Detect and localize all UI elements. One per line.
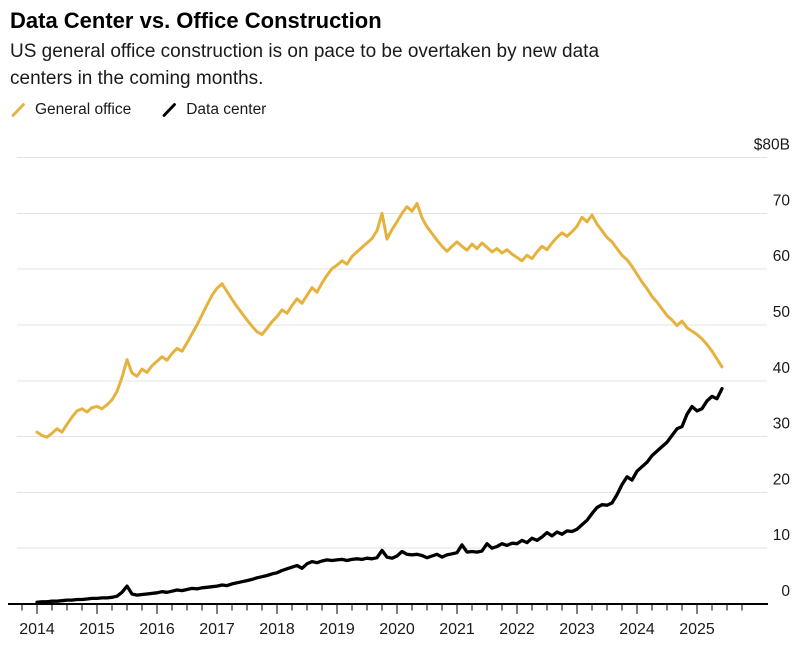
general-office-line — [35, 201, 724, 439]
x-tick-label: 2023 — [559, 621, 595, 638]
subtitle-line-1: US general office construction is on pac… — [10, 41, 600, 62]
subtitle-line-2: centers in the coming months. — [10, 68, 264, 89]
x-tick-label: 2024 — [619, 621, 655, 638]
page-title: Data Center vs. Office Construction — [10, 8, 382, 33]
x-tick-label: 2019 — [319, 621, 355, 638]
data-center-line — [35, 386, 724, 604]
x-tick-label: 2014 — [19, 621, 55, 638]
y-tick-label: 0 — [781, 583, 790, 600]
x-tick-label: 2021 — [439, 621, 475, 638]
x-axis-labels: 2014 2015 2016 2017 2018 2019 2020 2021 2022 2023… — [19, 621, 715, 638]
y-tick-label: 60 — [773, 248, 791, 265]
y-tick-label: 40 — [773, 360, 791, 377]
y-tick-label: 30 — [773, 416, 791, 433]
y-tick-label: 70 — [773, 192, 791, 209]
x-tick-label: 2018 — [259, 621, 295, 638]
y-tick-label: 20 — [773, 471, 791, 488]
data-center-swatch-icon — [162, 103, 177, 117]
y-tick-label: 50 — [773, 304, 791, 321]
general-office-swatch-icon — [11, 103, 25, 117]
x-tick-label: 2015 — [79, 621, 115, 638]
legend-label: Data center — [186, 101, 267, 118]
x-tick-label: 2020 — [379, 621, 415, 638]
y-tick-label: $80B — [754, 137, 790, 154]
legend-label: General office — [35, 101, 132, 118]
chart-legend: General office Data center — [10, 101, 266, 119]
legend-item-data-center: Data center — [161, 101, 266, 119]
x-tick-label: 2022 — [499, 621, 535, 638]
x-tick-label: 2016 — [139, 621, 175, 638]
y-tick-label: 10 — [773, 527, 791, 544]
x-tick-label: 2017 — [199, 621, 235, 638]
x-axis-ticks — [21, 604, 743, 614]
chart-subtitle: US general office construction is on pac… — [10, 38, 599, 92]
x-tick-label: 2025 — [679, 621, 715, 638]
y-axis-labels: 0 10 20 30 40 50 60 70 $80B — [754, 137, 791, 600]
legend-item-general-office: General office — [10, 101, 131, 119]
gridlines — [17, 157, 767, 549]
